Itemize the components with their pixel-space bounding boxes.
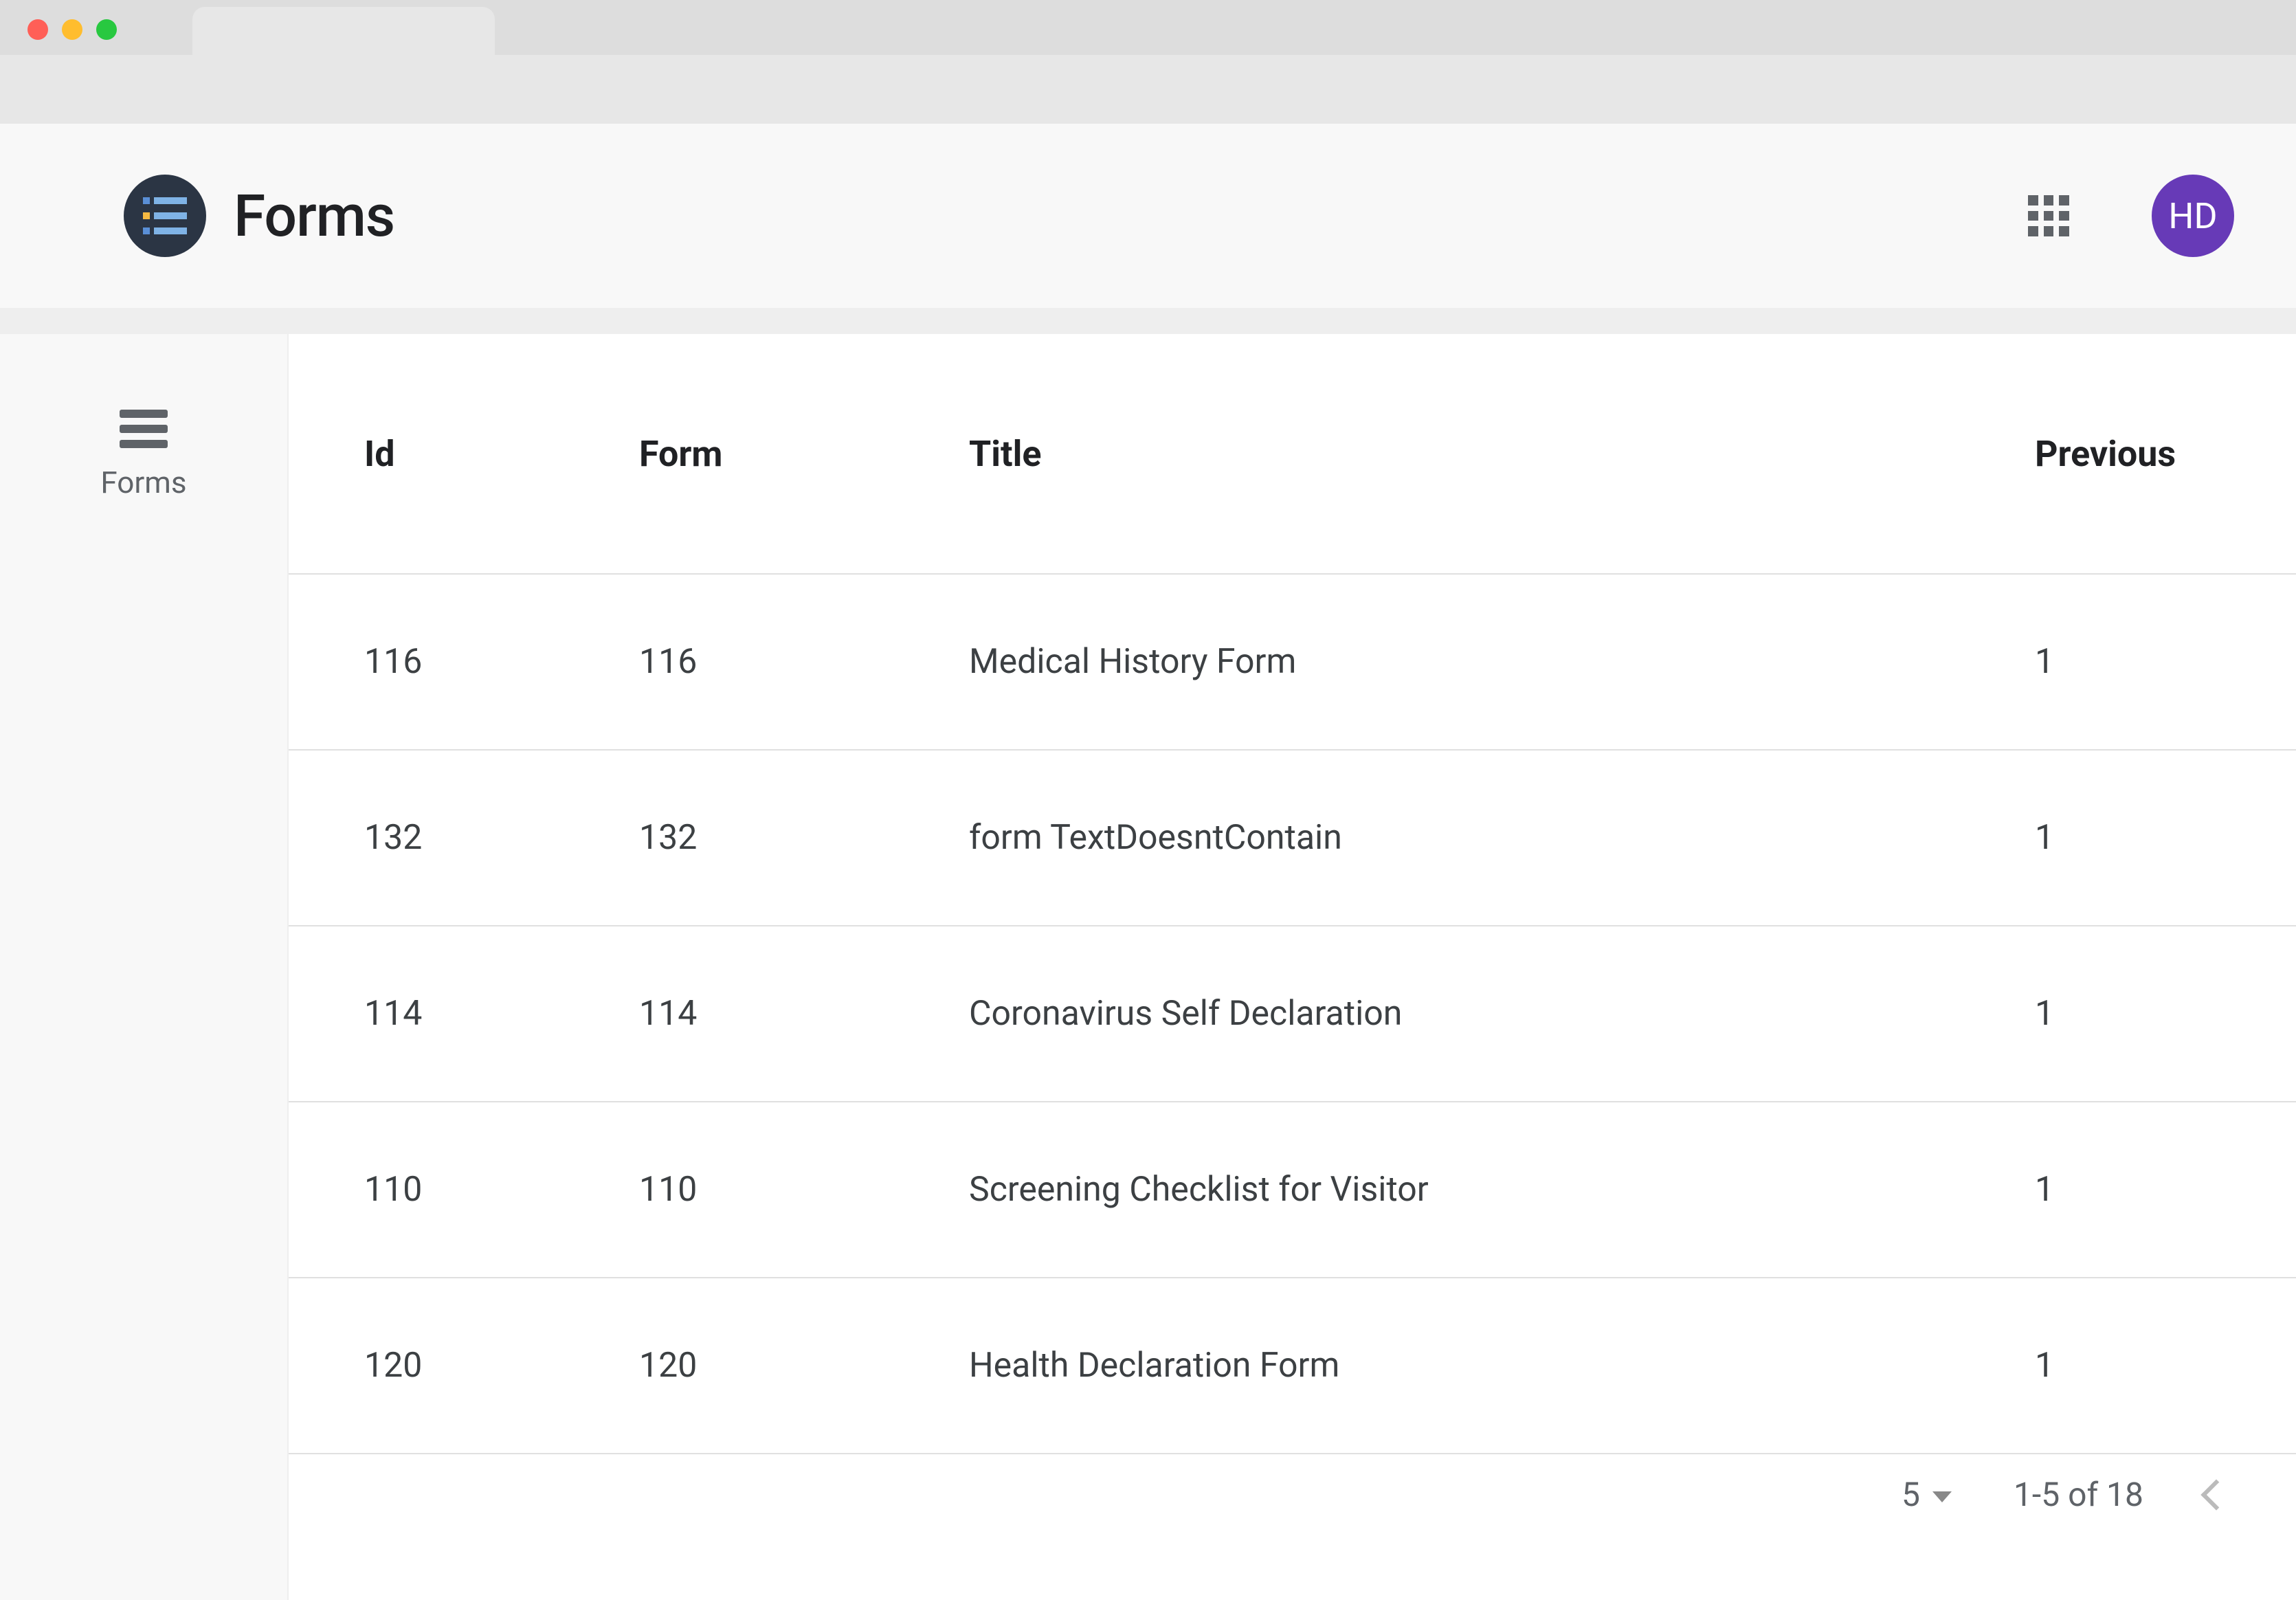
cell-title: Screening Checklist for Visitor	[969, 1170, 2035, 1210]
browser-toolbar	[0, 55, 2296, 124]
page-title: Forms	[234, 182, 394, 250]
cell-previous: 1	[2035, 994, 2296, 1034]
cell-title: Coronavirus Self Declaration	[969, 994, 2035, 1034]
main-content: Id Form Title Previous 116 116 Medical H…	[289, 334, 2296, 1600]
cell-previous: 1	[2035, 642, 2296, 682]
pagination: 5 1-5 of 18	[289, 1454, 2296, 1514]
cell-id: 110	[364, 1170, 639, 1210]
column-header-id[interactable]: Id	[364, 433, 639, 475]
page-range: 1-5 of 18	[2014, 1475, 2143, 1514]
cell-previous: 1	[2035, 1170, 2296, 1210]
browser-tab[interactable]	[192, 7, 495, 55]
apps-grid-icon[interactable]	[2028, 195, 2069, 236]
window-controls	[27, 19, 117, 40]
cell-previous: 1	[2035, 1346, 2296, 1386]
table-row[interactable]: 120 120 Health Declaration Form 1	[289, 1278, 2296, 1454]
column-header-title[interactable]: Title	[969, 433, 2035, 475]
column-header-form[interactable]: Form	[639, 433, 969, 475]
sidebar-item-forms[interactable]: Forms	[100, 410, 186, 500]
cell-id: 132	[364, 818, 639, 858]
sidebar-item-label: Forms	[100, 465, 186, 500]
cell-id: 116	[364, 642, 639, 682]
hamburger-icon	[120, 410, 168, 448]
table-row[interactable]: 110 110 Screening Checklist for Visitor …	[289, 1102, 2296, 1278]
cell-form: 116	[639, 642, 969, 682]
cell-id: 120	[364, 1346, 639, 1386]
chevron-left-icon[interactable]	[2200, 1479, 2231, 1510]
table-row[interactable]: 114 114 Coronavirus Self Declaration 1	[289, 926, 2296, 1102]
cell-title: Medical History Form	[969, 642, 2035, 682]
cell-title: form TextDoesntContain	[969, 818, 2035, 858]
window-maximize-icon[interactable]	[96, 19, 117, 40]
cell-form: 132	[639, 818, 969, 858]
window-minimize-icon[interactable]	[62, 19, 82, 40]
table-row[interactable]: 116 116 Medical History Form 1	[289, 575, 2296, 751]
sidebar: Forms	[0, 334, 289, 1600]
table-header-row: Id Form Title Previous	[289, 334, 2296, 575]
page-size-select[interactable]: 5	[1902, 1475, 1952, 1514]
avatar[interactable]: HD	[2152, 175, 2234, 257]
cell-form: 120	[639, 1346, 969, 1386]
header-divider	[0, 309, 2296, 334]
cell-title: Health Declaration Form	[969, 1346, 2035, 1386]
avatar-initials: HD	[2168, 195, 2217, 237]
cell-id: 114	[364, 994, 639, 1034]
forms-table: Id Form Title Previous 116 116 Medical H…	[289, 334, 2296, 1454]
app-header: Forms HD	[0, 124, 2296, 309]
table-row[interactable]: 132 132 form TextDoesntContain 1	[289, 751, 2296, 926]
app-logo-icon[interactable]	[124, 175, 206, 257]
browser-chrome	[0, 0, 2296, 124]
cell-previous: 1	[2035, 818, 2296, 858]
column-header-previous[interactable]: Previous	[2035, 433, 2296, 475]
page-size-value: 5	[1902, 1475, 1920, 1514]
cell-form: 114	[639, 994, 969, 1034]
browser-tab-bar	[0, 0, 2296, 55]
window-close-icon[interactable]	[27, 19, 48, 40]
cell-form: 110	[639, 1170, 969, 1210]
caret-down-icon	[1932, 1491, 1952, 1502]
